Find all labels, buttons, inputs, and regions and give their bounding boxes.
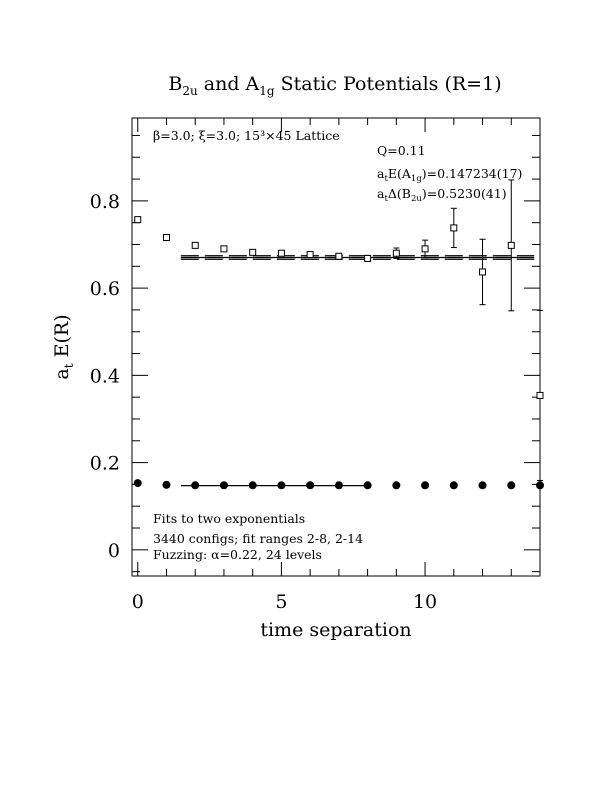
- y-label-tail: E(R): [51, 314, 73, 363]
- annotation-lattice: β=3.0; ξ=3.0; 15³×45 Lattice: [153, 128, 340, 143]
- data-point-circle: [507, 481, 516, 490]
- annotation-fits-line1: Fits to two exponentials: [153, 511, 305, 526]
- x-tick-label: 5: [275, 591, 287, 613]
- title-part-tail: Static Potentials (R=1): [275, 73, 502, 95]
- data-point-circle: [219, 481, 228, 490]
- gap-pre: a: [377, 186, 385, 201]
- y-tick-label: 0.8: [90, 191, 120, 213]
- gap-mid: Δ(B: [388, 186, 411, 201]
- annotation-fits-line3: Fuzzing: α=0.22, 24 levels: [153, 547, 322, 562]
- data-point-square: [364, 254, 372, 262]
- energy-tail: )=0.147234(17): [422, 166, 523, 181]
- data-point-square: [220, 245, 228, 253]
- data-point-square: [134, 216, 142, 224]
- data-point-circle: [306, 481, 315, 490]
- annotation-q: Q=0.11: [377, 143, 426, 158]
- data-point-square: [392, 249, 400, 257]
- data-point-circle: [191, 481, 200, 490]
- y-tick-label: 0.4: [90, 365, 120, 387]
- x-tick-label: 10: [413, 591, 437, 613]
- data-point-circle: [133, 479, 142, 488]
- data-point-square: [450, 224, 458, 232]
- data-point-square: [421, 245, 429, 253]
- energy-sub-1: t: [384, 174, 388, 184]
- data-point-square: [249, 248, 257, 256]
- gap-sub-2: 2u: [411, 194, 422, 204]
- gap-sub-1: t: [384, 194, 388, 204]
- y-tick-label: 0.6: [90, 278, 120, 300]
- data-point-circle: [363, 481, 372, 490]
- energy-mid: E(A: [388, 166, 412, 181]
- chart-title: B2u and A1g Static Potentials (R=1): [168, 73, 501, 98]
- title-part-mid: and A: [198, 73, 260, 95]
- data-point-square: [306, 251, 314, 259]
- gap-tail: )=0.5230(41): [422, 186, 507, 201]
- title-sub-1: 2u: [182, 84, 198, 98]
- title-part-main: B: [168, 73, 182, 95]
- y-label-main: a: [51, 368, 73, 379]
- data-point-circle: [421, 481, 430, 490]
- energy-pre: a: [377, 166, 385, 181]
- data-point-square: [507, 241, 515, 249]
- data-point-circle: [277, 481, 286, 490]
- data-point-circle: [536, 481, 544, 490]
- energy-sub-2: 1g: [411, 174, 422, 184]
- data-point-circle: [248, 481, 257, 490]
- annotation-energy: atE(A1g)=0.147234(17): [377, 166, 522, 184]
- data-point-square: [479, 268, 487, 276]
- title-sub-2: 1g: [259, 84, 275, 98]
- data-point-square: [335, 252, 343, 260]
- annotation-fits-line2: 3440 configs; fit ranges 2-8, 2-14: [153, 531, 363, 546]
- x-tick-label: 0: [132, 591, 144, 613]
- data-point-circle: [478, 481, 487, 490]
- x-axis-label: time separation: [260, 619, 411, 641]
- data-point-circle: [392, 481, 401, 490]
- data-point-circle: [162, 480, 171, 489]
- y-tick-label: 0.2: [90, 453, 120, 475]
- data-point-square: [277, 249, 285, 257]
- y-label-sub: t: [62, 363, 76, 368]
- data-point-square: [162, 234, 170, 242]
- y-axis-label: at E(R): [51, 314, 76, 379]
- data-point-square: [536, 391, 544, 399]
- annotation-gap: atΔ(B2u)=0.5230(41): [377, 186, 507, 204]
- y-tick-label: 0: [108, 540, 120, 562]
- data-point-circle: [449, 481, 458, 490]
- data-point-circle: [334, 481, 343, 490]
- data-point-square: [191, 241, 199, 249]
